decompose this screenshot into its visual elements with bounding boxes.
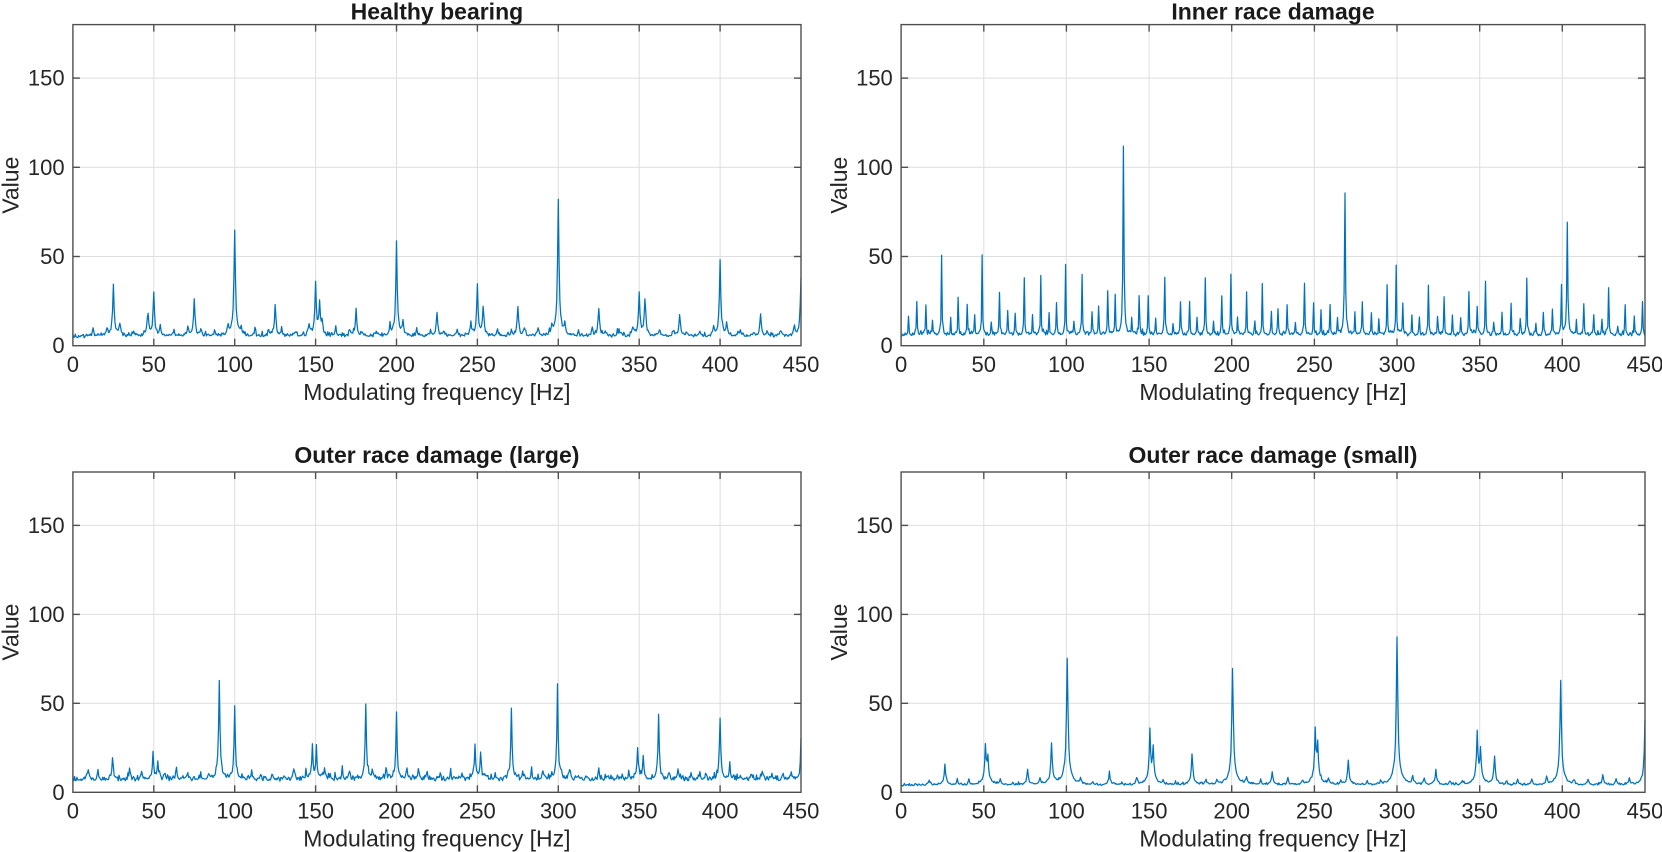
svg-text:350: 350 (1461, 799, 1498, 824)
svg-text:0: 0 (52, 780, 64, 805)
svg-text:100: 100 (856, 155, 893, 180)
svg-text:250: 250 (459, 799, 496, 824)
svg-text:300: 300 (540, 352, 577, 377)
svg-text:250: 250 (1296, 799, 1333, 824)
svg-text:150: 150 (28, 513, 65, 538)
svg-text:50: 50 (972, 352, 996, 377)
svg-text:50: 50 (868, 244, 892, 269)
svg-text:Modulating frequency [Hz]: Modulating frequency [Hz] (303, 825, 570, 851)
svg-text:400: 400 (1544, 352, 1581, 377)
svg-text:150: 150 (28, 66, 65, 91)
svg-text:200: 200 (1213, 352, 1250, 377)
svg-text:100: 100 (216, 352, 253, 377)
svg-text:100: 100 (856, 602, 893, 627)
svg-text:100: 100 (1048, 352, 1085, 377)
svg-text:0: 0 (881, 780, 893, 805)
svg-text:250: 250 (1296, 352, 1333, 377)
svg-text:Value: Value (0, 157, 24, 214)
svg-text:150: 150 (856, 66, 893, 91)
svg-text:200: 200 (378, 352, 415, 377)
svg-text:Value: Value (0, 604, 24, 661)
svg-text:50: 50 (972, 799, 996, 824)
svg-text:450: 450 (783, 352, 820, 377)
svg-text:150: 150 (297, 352, 334, 377)
svg-text:150: 150 (856, 513, 893, 538)
svg-text:Outer race damage (small): Outer race damage (small) (1129, 442, 1418, 468)
svg-text:50: 50 (868, 691, 892, 716)
svg-text:50: 50 (142, 352, 166, 377)
svg-text:100: 100 (28, 602, 65, 627)
svg-text:Outer race damage (large): Outer race damage (large) (294, 442, 579, 468)
svg-text:400: 400 (702, 352, 739, 377)
svg-text:50: 50 (142, 799, 166, 824)
svg-text:350: 350 (621, 799, 658, 824)
svg-text:Modulating frequency [Hz]: Modulating frequency [Hz] (1139, 825, 1406, 851)
svg-text:50: 50 (40, 691, 64, 716)
svg-text:0: 0 (52, 333, 64, 358)
svg-text:0: 0 (895, 799, 907, 824)
svg-text:0: 0 (67, 799, 79, 824)
svg-text:450: 450 (783, 799, 820, 824)
svg-text:Value: Value (826, 604, 852, 661)
svg-text:100: 100 (1048, 799, 1085, 824)
svg-text:250: 250 (459, 352, 496, 377)
svg-text:150: 150 (1131, 799, 1168, 824)
svg-text:150: 150 (297, 799, 334, 824)
svg-text:Modulating frequency [Hz]: Modulating frequency [Hz] (1139, 379, 1406, 405)
svg-text:450: 450 (1627, 352, 1662, 377)
svg-text:Inner race damage: Inner race damage (1171, 0, 1374, 25)
svg-text:100: 100 (28, 155, 65, 180)
svg-text:400: 400 (702, 799, 739, 824)
svg-text:0: 0 (895, 352, 907, 377)
svg-text:400: 400 (1544, 799, 1581, 824)
svg-text:300: 300 (1379, 352, 1416, 377)
svg-text:0: 0 (67, 352, 79, 377)
svg-text:0: 0 (881, 333, 893, 358)
svg-text:350: 350 (621, 352, 658, 377)
svg-text:300: 300 (1379, 799, 1416, 824)
svg-text:200: 200 (1213, 799, 1250, 824)
svg-text:50: 50 (40, 244, 64, 269)
svg-text:Healthy bearing: Healthy bearing (351, 0, 524, 25)
svg-text:300: 300 (540, 799, 577, 824)
svg-text:150: 150 (1131, 352, 1168, 377)
svg-text:200: 200 (378, 799, 415, 824)
svg-text:350: 350 (1461, 352, 1498, 377)
svg-text:Value: Value (826, 157, 852, 214)
svg-text:100: 100 (216, 799, 253, 824)
svg-text:450: 450 (1627, 799, 1662, 824)
svg-text:Modulating frequency [Hz]: Modulating frequency [Hz] (303, 379, 570, 405)
